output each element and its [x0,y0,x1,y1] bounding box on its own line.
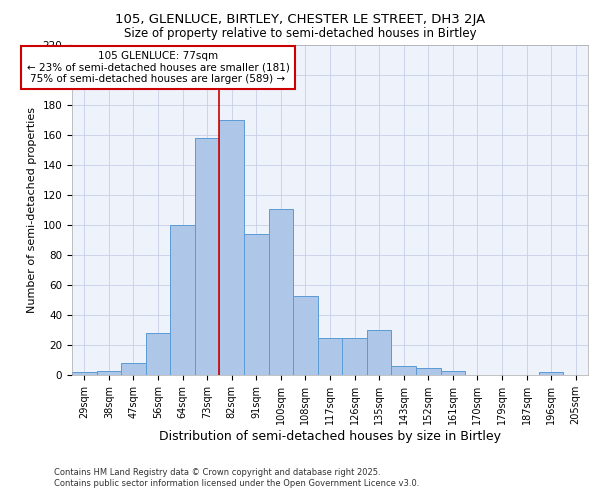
X-axis label: Distribution of semi-detached houses by size in Birtley: Distribution of semi-detached houses by … [159,430,501,442]
Bar [195,138,220,375]
Bar [97,370,121,375]
Bar [342,338,367,375]
Bar [293,296,318,375]
Text: 105, GLENLUCE, BIRTLEY, CHESTER LE STREET, DH3 2JA: 105, GLENLUCE, BIRTLEY, CHESTER LE STREE… [115,12,485,26]
Bar [440,370,465,375]
Text: Size of property relative to semi-detached houses in Birtley: Size of property relative to semi-detach… [124,28,476,40]
Bar [170,225,195,375]
Bar [72,372,97,375]
Text: 105 GLENLUCE: 77sqm
← 23% of semi-detached houses are smaller (181)
75% of semi-: 105 GLENLUCE: 77sqm ← 23% of semi-detach… [26,51,289,84]
Bar [539,372,563,375]
Bar [121,363,146,375]
Bar [367,330,391,375]
Bar [269,208,293,375]
Bar [146,333,170,375]
Bar [244,234,269,375]
Y-axis label: Number of semi-detached properties: Number of semi-detached properties [27,107,37,313]
Text: Contains HM Land Registry data © Crown copyright and database right 2025.
Contai: Contains HM Land Registry data © Crown c… [54,468,419,487]
Bar [220,120,244,375]
Bar [391,366,416,375]
Bar [318,338,342,375]
Bar [416,368,440,375]
